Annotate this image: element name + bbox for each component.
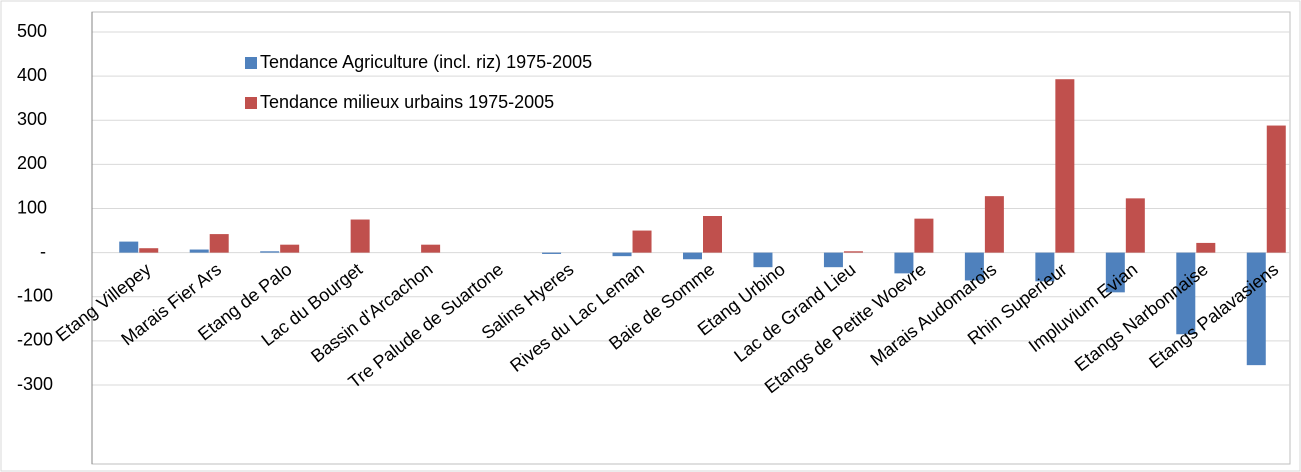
bar (964, 252, 984, 281)
y-tick-label: -300 (17, 374, 53, 394)
y-tick-label: - (40, 241, 46, 261)
bar (350, 219, 370, 253)
bar (1176, 252, 1196, 335)
bar (1196, 242, 1216, 253)
bar (421, 244, 441, 253)
bar (119, 241, 139, 253)
bar (1125, 198, 1145, 253)
bar (1055, 79, 1075, 253)
legend-swatch (245, 57, 257, 69)
bar (894, 252, 914, 274)
bar (189, 249, 209, 253)
legend-label: Tendance Agriculture (incl. riz) 1975-20… (260, 52, 592, 72)
bar (683, 252, 702, 260)
y-tick-label: 100 (17, 197, 47, 217)
bar (914, 218, 934, 253)
bar (209, 234, 229, 253)
y-tick-label: -100 (17, 286, 53, 306)
bar (632, 230, 652, 253)
bar (1246, 252, 1266, 366)
y-tick-label: 400 (17, 65, 47, 85)
bar (703, 216, 722, 253)
bar (1105, 252, 1125, 293)
bar (542, 252, 562, 254)
y-tick-label: 500 (17, 21, 47, 41)
y-tick-label: -200 (17, 330, 53, 350)
bar (260, 251, 280, 253)
bar (280, 244, 300, 253)
bar (984, 196, 1004, 253)
bar (753, 252, 773, 268)
bar (139, 248, 159, 253)
legend-swatch (245, 97, 257, 109)
bar (1035, 252, 1055, 282)
bar (1266, 125, 1286, 253)
bar (843, 251, 863, 253)
bar (823, 252, 843, 268)
y-tick-label: 200 (17, 153, 47, 173)
legend-label: Tendance milieux urbains 1975-2005 (260, 92, 554, 112)
bar (612, 252, 632, 257)
y-tick-label: 300 (17, 109, 47, 129)
